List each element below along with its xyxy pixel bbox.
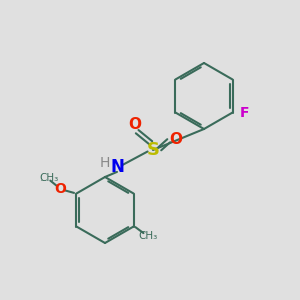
- Text: O: O: [54, 182, 66, 196]
- Text: CH₃: CH₃: [138, 231, 158, 241]
- Text: O: O: [128, 117, 142, 132]
- Text: CH₃: CH₃: [39, 172, 58, 183]
- Text: F: F: [240, 106, 250, 119]
- Text: methoxy: methoxy: [41, 179, 47, 181]
- Text: N: N: [110, 158, 124, 175]
- Text: S: S: [146, 141, 160, 159]
- Text: H: H: [99, 156, 110, 170]
- Text: O: O: [169, 132, 182, 147]
